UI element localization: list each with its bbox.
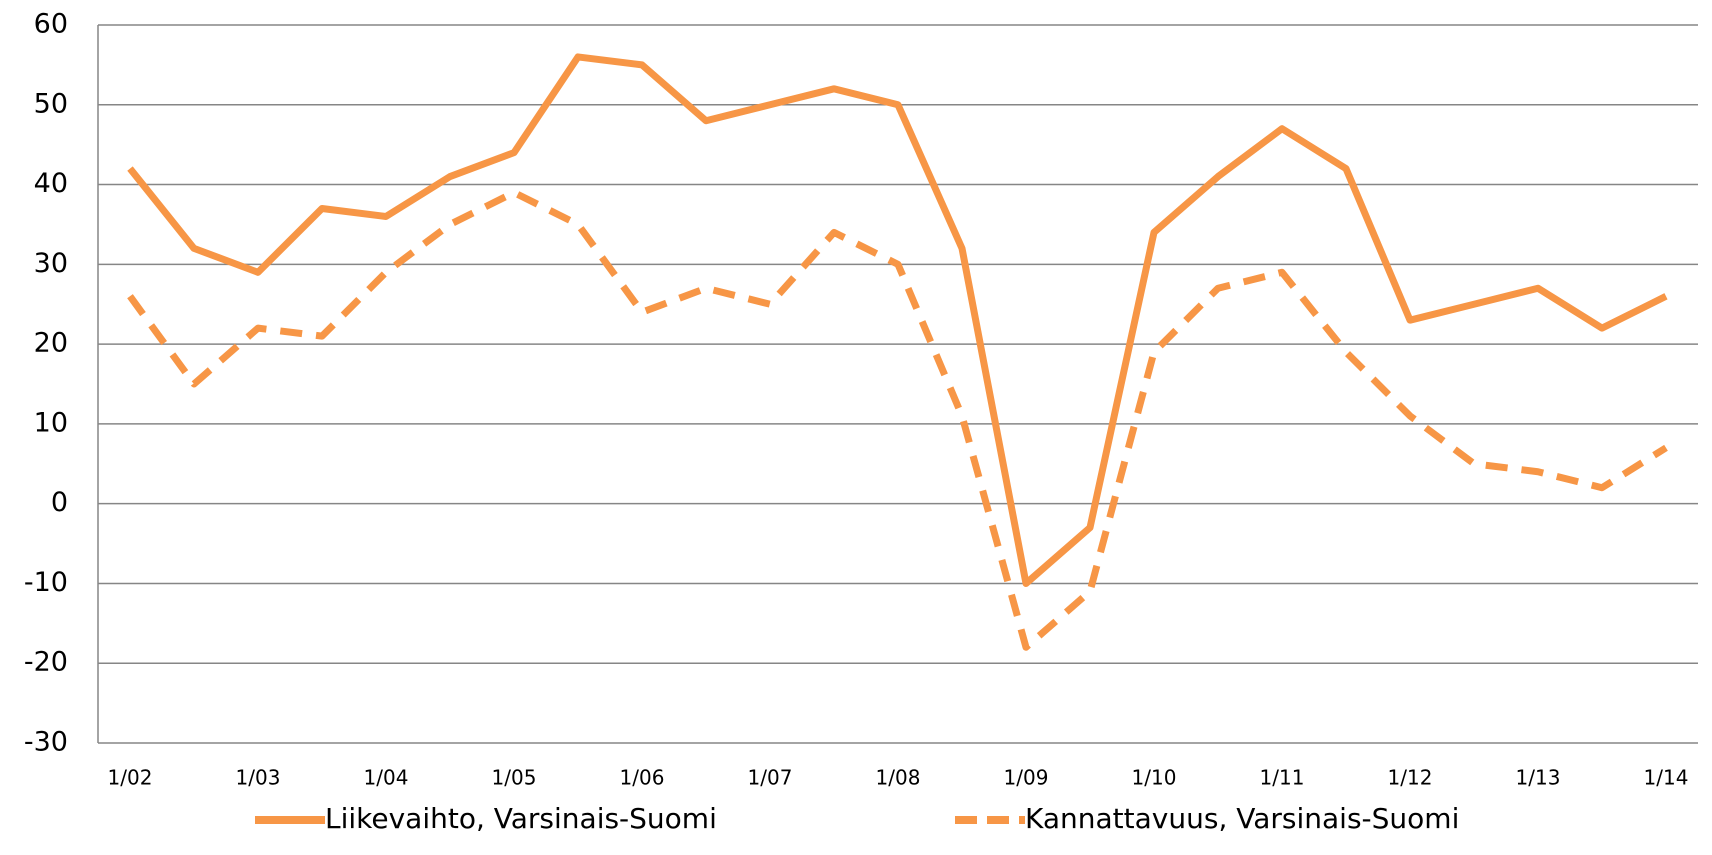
y-tick-label: 0	[51, 487, 68, 518]
line-series	[127, 53, 1668, 587]
y-tick-label: -30	[24, 727, 68, 758]
y-tick-label: -20	[24, 647, 68, 678]
x-tick-label: 1/05	[492, 766, 537, 790]
line-series	[127, 189, 1668, 651]
x-tick-label: 1/04	[364, 766, 409, 790]
y-tick-label: 10	[34, 407, 68, 438]
y-tick-label: 30	[34, 248, 68, 279]
y-tick-label: 40	[34, 168, 68, 199]
x-tick-label: 1/07	[748, 766, 793, 790]
y-tick-label: -10	[24, 567, 68, 598]
y-tick-label: 20	[34, 328, 68, 359]
legend-label: Kannattavuus, Varsinais-Suomi	[1025, 802, 1459, 835]
x-tick-label: 1/13	[1516, 766, 1561, 790]
x-tick-label: 1/14	[1644, 766, 1689, 790]
legend-label: Liikevaihto, Varsinais-Suomi	[325, 802, 717, 835]
x-tick-label: 1/10	[1132, 766, 1177, 790]
x-tick-label: 1/11	[1260, 766, 1305, 790]
x-tick-label: 1/09	[1004, 766, 1049, 790]
x-tick-label: 1/02	[108, 766, 153, 790]
x-tick-label: 1/12	[1388, 766, 1433, 790]
x-tick-label: 1/06	[620, 766, 665, 790]
x-tick-label: 1/03	[236, 766, 281, 790]
y-tick-label: 60	[34, 9, 68, 40]
x-tick-label: 1/08	[876, 766, 921, 790]
y-tick-label: 50	[34, 88, 68, 119]
